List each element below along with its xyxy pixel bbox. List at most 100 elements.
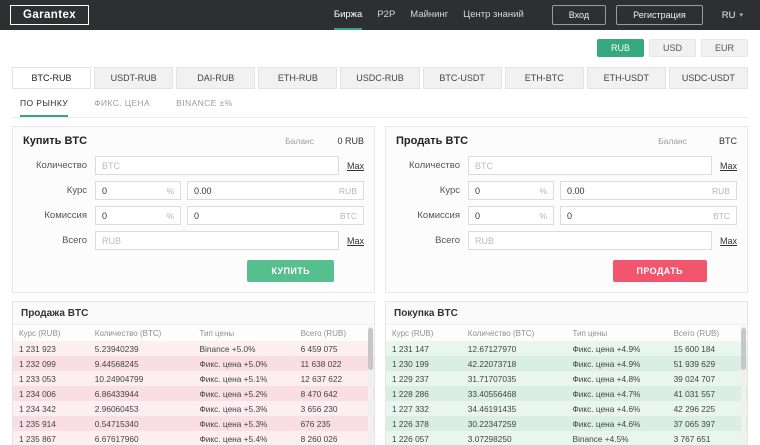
orderbook-cell: 1 228 286 [392, 388, 429, 399]
nav-knowledge-center[interactable]: Центр знаний [463, 9, 524, 20]
orderbook-row[interactable]: 1 228 286 33.40556468 Фикс. цена +4.7% 41 0… [386, 386, 747, 401]
sell-fee-input[interactable] [561, 210, 713, 221]
column-header-rate: Курс (RUB) [19, 329, 61, 338]
pair-tab-btc-rub[interactable]: BTC-RUB [12, 67, 92, 89]
buy-rate-percent-input[interactable] [96, 185, 167, 196]
top-bar: Garantex Биржа P2P Майнинг Центр знаний … [0, 0, 760, 30]
orderbook-row[interactable]: 1 230 199 42.22073718 Фикс. цена +4.9% 51 9… [386, 356, 747, 371]
pair-tab-eth-usdt[interactable]: ETH-USDT [586, 67, 666, 89]
buy-rate-row: Курс % RUB [23, 181, 364, 200]
sell-amount-field [468, 156, 712, 175]
buy-amount-label: Количество [35, 160, 87, 171]
nav-exchange[interactable]: Биржа [333, 0, 363, 30]
buy-total-input[interactable] [96, 235, 338, 246]
sell-rate-row: Курс % RUB [396, 181, 737, 200]
orderbook-cell: 8 470 642 [300, 388, 338, 399]
pair-tab-dai-rub[interactable]: DAI-RUB [176, 67, 256, 89]
sell-rate-label: Курс [439, 185, 460, 196]
buy-fee-percent-input[interactable] [96, 210, 167, 221]
sell-amount-label: Количество [408, 160, 460, 171]
sell-orderbook-scrollbar[interactable] [368, 326, 373, 445]
orderbook-cell: 2.96060453 [94, 403, 139, 414]
nav-p2p[interactable]: P2P [377, 9, 396, 20]
orderbook-row[interactable]: 1 235 914 0.54715340 Фикс. цена +5.3% 676 2… [13, 416, 374, 431]
sell-rate-percent-input[interactable] [469, 185, 540, 196]
pair-tab-usdc-rub[interactable]: USDC-RUB [340, 67, 420, 89]
buy-rate-percent-suffix: % [166, 185, 174, 196]
orderbook-row[interactable]: 1 231 923 5.23940239 Binance +5.0% 6 459 07… [13, 341, 374, 356]
orderbook-row[interactable]: 1 233 053 10.24904799 Фикс. цена +5.1% 12 6… [13, 371, 374, 386]
sell-panel-header: Продать BTC Баланс BTC [396, 135, 737, 147]
sell-fee-field: BTC [560, 206, 737, 225]
buy-rate-input[interactable] [188, 185, 340, 196]
sell-rate-input[interactable] [561, 185, 713, 196]
orderbook-cell: Фикс. цена +4.9% [572, 343, 641, 354]
pair-tab-eth-btc[interactable]: ETH-BTC [504, 67, 584, 89]
pair-tab-btc-usdt[interactable]: BTC-USDT [422, 67, 502, 89]
sell-orderbook-scrollbar-thumb[interactable] [368, 328, 373, 370]
sell-orderbook: Продажа BTC Курс (RUB) Количество (BTC) … [12, 301, 375, 445]
orderbook-cell: Фикс. цена +4.6% [572, 403, 641, 414]
language-selector[interactable]: RU ▾ [715, 6, 750, 25]
mode-tab-market[interactable]: ПО РЫНКУ [20, 98, 69, 117]
buy-total-row: Всего Max [23, 231, 364, 250]
currency-tab-eur[interactable]: EUR [700, 39, 748, 57]
buy-rate-suffix: RUB [339, 185, 357, 196]
sell-balance-value: BTC [719, 136, 737, 146]
sell-total-input[interactable] [469, 235, 711, 246]
orderbook-row[interactable]: 1 229 237 31.71707035 Фикс. цена +4.8% 39 0… [386, 371, 747, 386]
buy-amount-max-button[interactable]: Max [346, 160, 364, 171]
pair-tab-usdt-rub[interactable]: USDT-RUB [94, 67, 174, 89]
orderbook-row[interactable]: 1 234 342 2.96060453 Фикс. цена +5.3% 3 656… [13, 401, 374, 416]
sell-fee-percent-input[interactable] [469, 210, 540, 221]
orderbooks: Продажа BTC Курс (RUB) Количество (BTC) … [0, 301, 760, 445]
pair-tabs: BTC-RUB USDT-RUB DAI-RUB ETH-RUB USDC-RU… [0, 63, 760, 89]
sell-submit-button[interactable]: ПРОДАТЬ [612, 260, 707, 282]
pair-tab-usdc-usdt[interactable]: USDC-USDT [668, 67, 748, 89]
buy-submit-button[interactable]: КУПИТЬ [247, 260, 334, 282]
orderbook-cell: Фикс. цена +4.7% [572, 388, 641, 399]
sell-amount-max-button[interactable]: Max [719, 160, 737, 171]
pair-tab-eth-rub[interactable]: ETH-RUB [258, 67, 338, 89]
sell-total-max-button[interactable]: Max [719, 235, 737, 246]
sell-amount-input[interactable] [469, 160, 711, 171]
column-header-total: Всего (RUB) [300, 329, 346, 338]
nav-mining[interactable]: Майнинг [410, 9, 449, 20]
sell-total-field [468, 231, 712, 250]
orderbook-row[interactable]: 1 234 006 6.86433944 Фикс. цена +5.2% 8 470… [13, 386, 374, 401]
buy-orderbook-scrollbar-thumb[interactable] [741, 328, 746, 370]
orderbook-row[interactable]: 1 231 147 12.67127970 Фикс. цена +4.9% 15 6… [386, 341, 747, 356]
sell-rate-suffix: RUB [712, 185, 730, 196]
sell-fee-suffix: BTC [713, 210, 730, 221]
orderbook-cell: 1 231 147 [392, 343, 429, 354]
orderbook-cell: Фикс. цена +5.1% [199, 373, 268, 384]
orderbook-row[interactable]: 1 227 332 34.46191435 Фикс. цена +4.6% 42 2… [386, 401, 747, 416]
orderbook-row[interactable]: 1 232 099 9.44568245 Фикс. цена +5.0% 11 63… [13, 356, 374, 371]
buy-total-max-button[interactable]: Max [346, 235, 364, 246]
logo[interactable]: Garantex [10, 5, 90, 25]
buy-orderbook-scrollbar[interactable] [741, 326, 746, 445]
login-button[interactable]: Вход [551, 5, 607, 25]
orderbook-row[interactable]: 1 235 867 6.67617960 Фикс. цена +5.4% 8 260… [13, 431, 374, 445]
mode-tab-binance[interactable]: BINANCE ±% [176, 98, 233, 108]
main-nav: Биржа P2P Майнинг Центр знаний [333, 0, 524, 30]
buy-orderbook: Покупка BTC Курс (RUB) Количество (BTC) … [385, 301, 748, 445]
buy-fee-input[interactable] [188, 210, 340, 221]
buy-amount-input[interactable] [96, 160, 338, 171]
column-header-amount: Количество (BTC) [467, 329, 535, 338]
orderbook-cell: Фикс. цена +4.6% [572, 418, 641, 429]
orderbook-cell: 1 226 378 [392, 418, 429, 429]
orderbook-cell: 34.46191435 [467, 403, 517, 414]
currency-tab-rub[interactable]: RUB [596, 39, 644, 57]
orderbook-cell: 9.44568245 [94, 358, 139, 369]
orderbook-cell: 676 235 [300, 418, 331, 429]
orderbook-row[interactable]: 1 226 378 30.22347259 Фикс. цена +4.6% 37 0… [386, 416, 747, 431]
orderbook-cell: Фикс. цена +4.8% [572, 373, 641, 384]
orderbook-row[interactable]: 1 226 057 3.07298250 Binance +4.5% 3 767 65… [386, 431, 747, 445]
register-button[interactable]: Регистрация [616, 5, 703, 25]
orderbook-cell: 1 229 237 [392, 373, 429, 384]
mode-tab-fixed-price[interactable]: ФИКС. ЦЕНА [94, 98, 151, 108]
sell-amount-row: Количество Max [396, 156, 737, 175]
sell-submit-row: ПРОДАТЬ [396, 260, 737, 282]
currency-tab-usd[interactable]: USD [648, 39, 696, 57]
